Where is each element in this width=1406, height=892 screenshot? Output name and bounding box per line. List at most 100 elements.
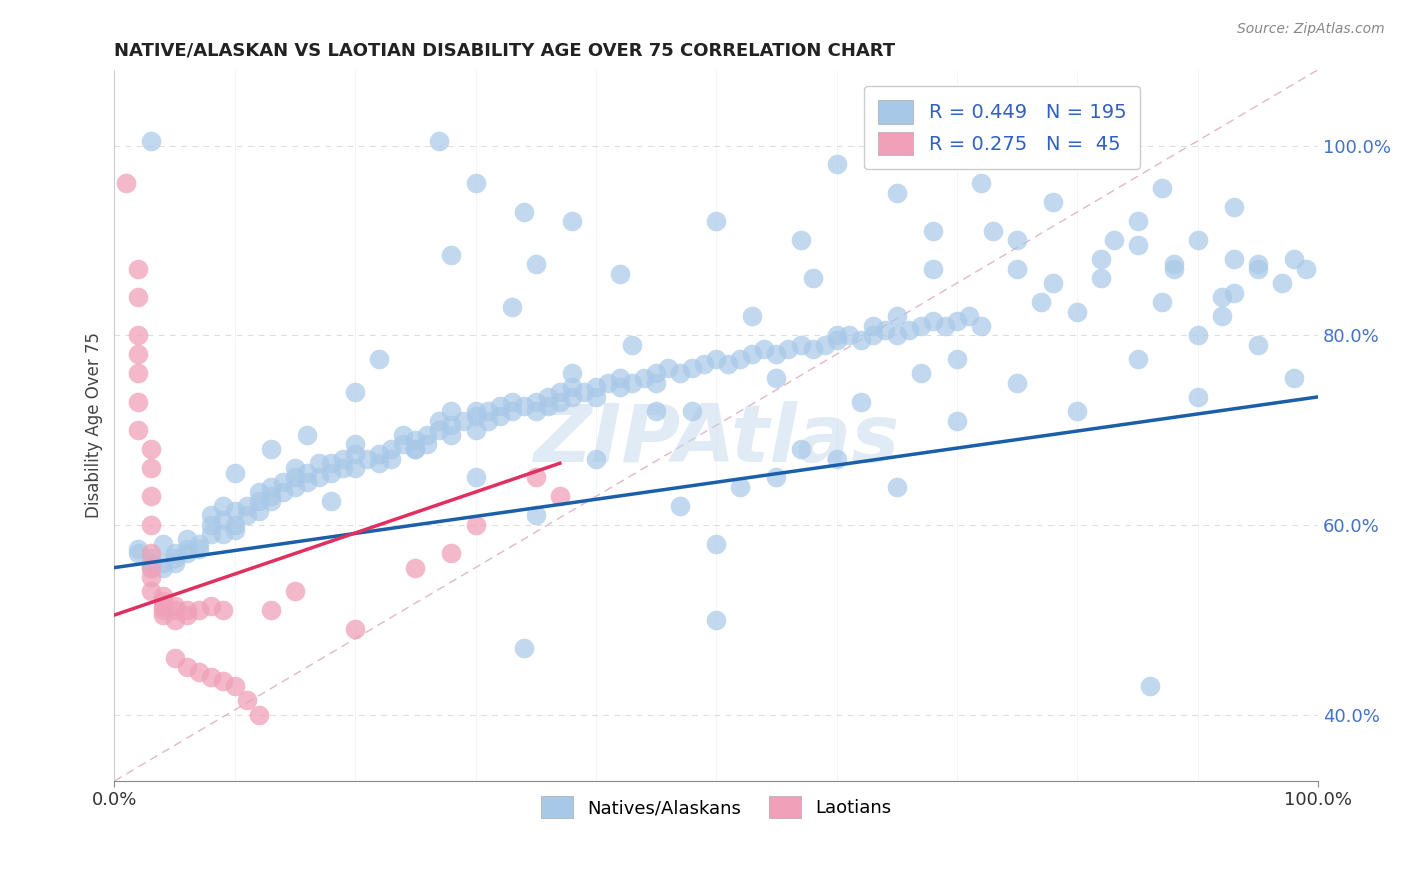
Point [922, 314, 945, 328]
Point [284, 470, 307, 484]
Point [368, 456, 391, 470]
Point [200, 599, 222, 613]
Point [1271, 276, 1294, 290]
Point [429, 414, 451, 428]
Point [127, 261, 149, 276]
Point [1126, 351, 1149, 366]
Point [211, 527, 233, 541]
Point [224, 523, 246, 537]
Point [200, 670, 222, 684]
Point [1031, 295, 1053, 310]
Point [260, 494, 283, 508]
Point [524, 508, 547, 523]
Point [1102, 233, 1125, 247]
Point [295, 427, 318, 442]
Point [392, 427, 415, 442]
Point [260, 480, 283, 494]
Point [211, 603, 233, 617]
Point [295, 466, 318, 480]
Point [765, 470, 787, 484]
Point [224, 504, 246, 518]
Point [127, 423, 149, 437]
Point [236, 508, 259, 523]
Point [152, 599, 174, 613]
Point [163, 546, 186, 560]
Point [645, 404, 668, 418]
Point [477, 404, 499, 418]
Point [669, 499, 692, 513]
Point [922, 224, 945, 238]
Point [271, 484, 294, 499]
Point [585, 390, 607, 404]
Point [404, 560, 426, 574]
Point [1066, 404, 1088, 418]
Point [524, 470, 547, 484]
Point [512, 205, 534, 219]
Point [1247, 337, 1270, 351]
Point [621, 376, 644, 390]
Point [187, 665, 209, 679]
Point [139, 442, 162, 456]
Point [176, 607, 198, 622]
Point [910, 318, 932, 333]
Point [1282, 252, 1305, 267]
Point [464, 177, 486, 191]
Point [862, 318, 884, 333]
Point [152, 603, 174, 617]
Point [247, 707, 270, 722]
Point [1187, 390, 1209, 404]
Point [416, 437, 439, 451]
Point [957, 310, 980, 324]
Point [886, 186, 908, 200]
Point [139, 551, 162, 566]
Point [332, 451, 354, 466]
Point [704, 537, 727, 551]
Point [176, 603, 198, 617]
Point [681, 404, 703, 418]
Point [211, 674, 233, 689]
Point [115, 177, 138, 191]
Point [392, 437, 415, 451]
Point [488, 400, 510, 414]
Point [922, 261, 945, 276]
Point [585, 380, 607, 394]
Point [633, 371, 655, 385]
Point [838, 328, 860, 343]
Point [127, 366, 149, 380]
Point [849, 333, 872, 347]
Point [669, 366, 692, 380]
Point [1163, 257, 1185, 271]
Point [1126, 238, 1149, 252]
Point [127, 546, 149, 560]
Point [139, 134, 162, 148]
Point [440, 427, 463, 442]
Point [247, 494, 270, 508]
Point [717, 357, 740, 371]
Point [260, 490, 283, 504]
Point [537, 390, 560, 404]
Point [1223, 252, 1246, 267]
Point [825, 328, 848, 343]
Point [152, 556, 174, 570]
Point [429, 423, 451, 437]
Point [1223, 200, 1246, 214]
Point [1295, 261, 1317, 276]
Point [801, 343, 824, 357]
Point [681, 361, 703, 376]
Point [139, 584, 162, 599]
Point [1211, 310, 1233, 324]
Point [501, 394, 523, 409]
Point [946, 351, 969, 366]
Point [1223, 285, 1246, 300]
Point [825, 333, 848, 347]
Point [765, 371, 787, 385]
Point [163, 650, 186, 665]
Point [789, 233, 811, 247]
Point [440, 546, 463, 560]
Point [344, 385, 367, 400]
Point [332, 461, 354, 475]
Point [344, 437, 367, 451]
Point [934, 318, 956, 333]
Point [548, 385, 571, 400]
Point [488, 409, 510, 423]
